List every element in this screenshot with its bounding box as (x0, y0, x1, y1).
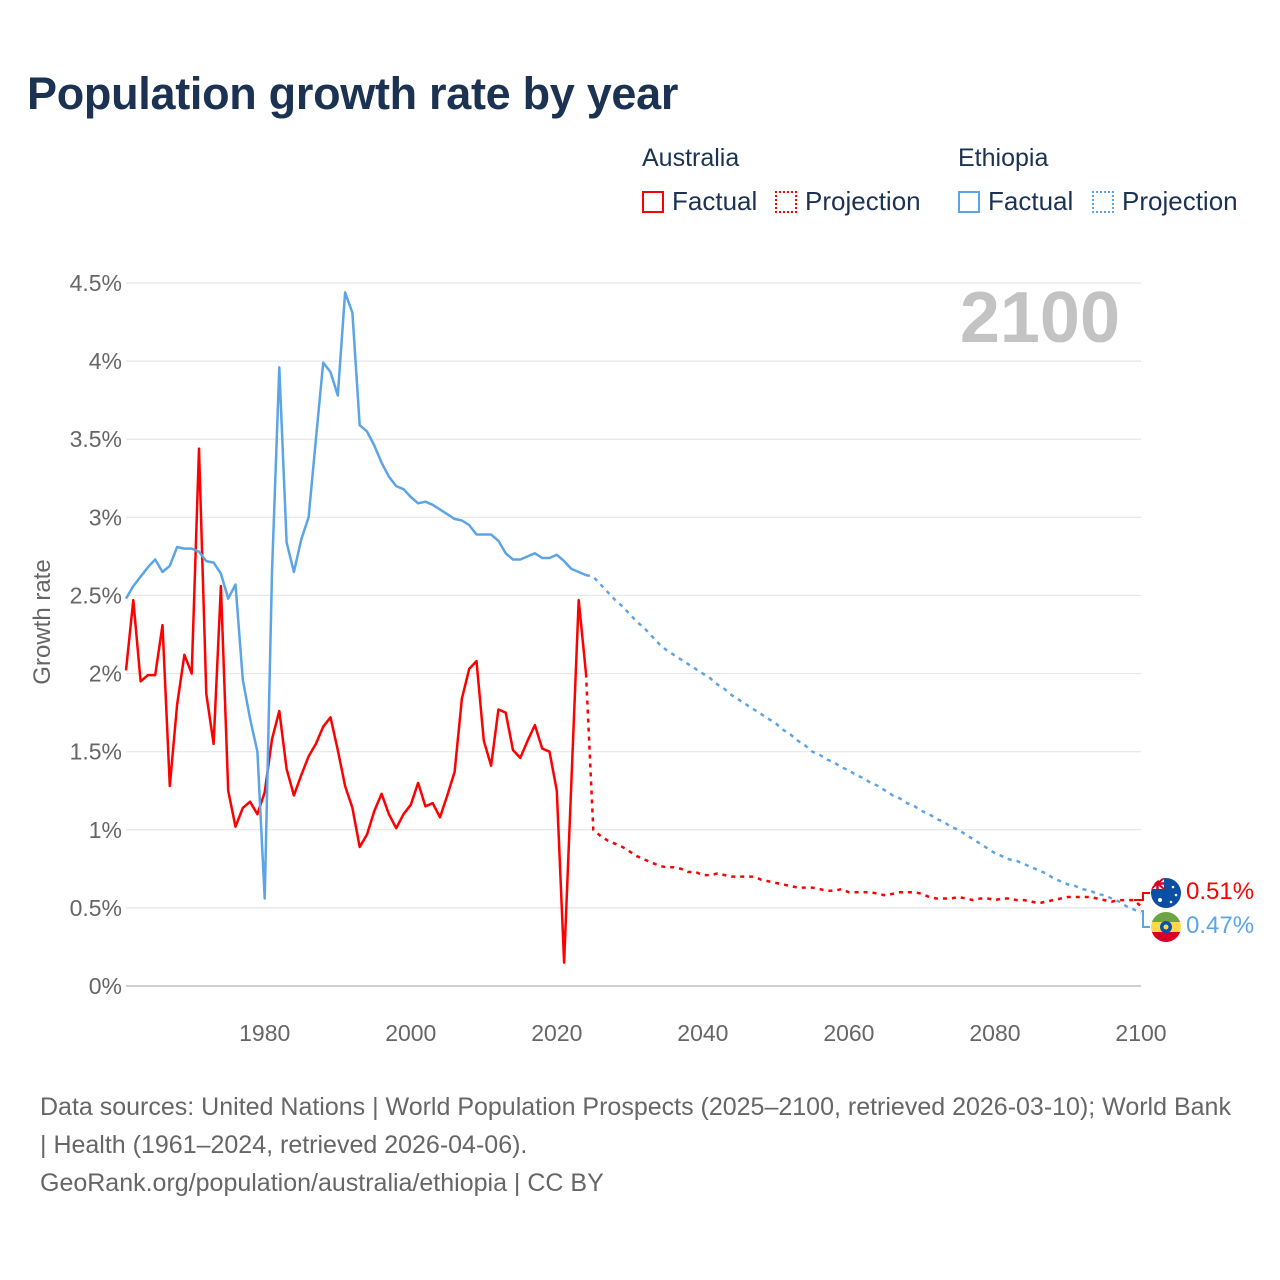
series-ethiopia-factual (124, 291, 587, 900)
legend-label: Factual (988, 186, 1074, 216)
y-tick-label: 1% (89, 817, 122, 843)
y-tick-label: 0.5% (70, 895, 122, 921)
chart-title: Population growth rate by year (27, 68, 679, 119)
x-axis: 1980 2000 2020 2040 2060 2080 2100 (239, 1020, 1166, 1046)
y-tick-label: 0% (89, 973, 122, 999)
ethiopia-end-label: 0.47% (1186, 912, 1254, 939)
y-tick-label: 4.5% (70, 270, 122, 296)
series-australia-projection (584, 673, 1142, 908)
line-chart: 0% 0.5% 1% 1.5% 2% 2.5% 3% 3.5% 4% 4.5% 1980 2000 2… (29, 270, 1254, 1046)
legend-group-ethiopia: Ethiopia (958, 144, 1049, 172)
series-ethiopia-projection (585, 573, 1142, 914)
y-axis-title: Growth rate (29, 559, 56, 684)
y-tick-label: 3.5% (70, 426, 122, 452)
y-axis: 0% 0.5% 1% 1.5% 2% 2.5% 3% 3.5% 4% 4.5% (70, 270, 122, 999)
data-sources: Data sources: United Nations | World Pop… (40, 1093, 1231, 1159)
australia-flag-icon (1151, 878, 1181, 908)
y-tick-label: 2.5% (70, 582, 122, 608)
legend-ethiopia-projection[interactable]: Projection (1092, 186, 1238, 217)
legend-swatch-dotted (1092, 190, 1114, 213)
series-lines (124, 291, 1142, 964)
legend-swatch-solid (958, 190, 980, 213)
footer: Data sources: United Nations | World Pop… (40, 1088, 1240, 1202)
x-tick-label: 1980 (239, 1020, 290, 1046)
australia-end-connector (1134, 892, 1150, 901)
legend-label: Projection (805, 186, 921, 216)
y-tick-label: 1.5% (70, 739, 122, 765)
legend-swatch-dotted (775, 190, 797, 213)
ethiopia-end-connector (1141, 910, 1150, 928)
australia-end-label: 0.51% (1186, 878, 1254, 905)
legend-australia-projection[interactable]: Projection (775, 186, 921, 217)
legend-label: Projection (1122, 186, 1238, 216)
legend-group-australia: Australia (642, 144, 740, 172)
y-tick-label: 4% (89, 348, 122, 374)
year-marker: 2100 (960, 278, 1120, 358)
x-tick-label: 2100 (1115, 1020, 1166, 1046)
legend-label: Factual (672, 186, 758, 216)
ethiopia-flag-icon (1151, 912, 1181, 942)
x-tick-label: 2000 (385, 1020, 436, 1046)
gridlines (126, 282, 1141, 987)
x-tick-label: 2040 (677, 1020, 728, 1046)
x-tick-label: 2080 (969, 1020, 1020, 1046)
y-tick-label: 3% (89, 504, 122, 530)
legend-swatch-solid (642, 190, 664, 213)
legend-australia-factual[interactable]: Factual (642, 186, 757, 217)
series-australia-factual (124, 447, 588, 964)
credit-link[interactable]: GeoRank.org/population/australia/ethiopi… (40, 1169, 604, 1197)
x-tick-label: 2020 (531, 1020, 582, 1046)
x-tick-label: 2060 (823, 1020, 874, 1046)
legend-ethiopia-factual[interactable]: Factual (958, 186, 1073, 217)
y-tick-label: 2% (89, 661, 122, 687)
